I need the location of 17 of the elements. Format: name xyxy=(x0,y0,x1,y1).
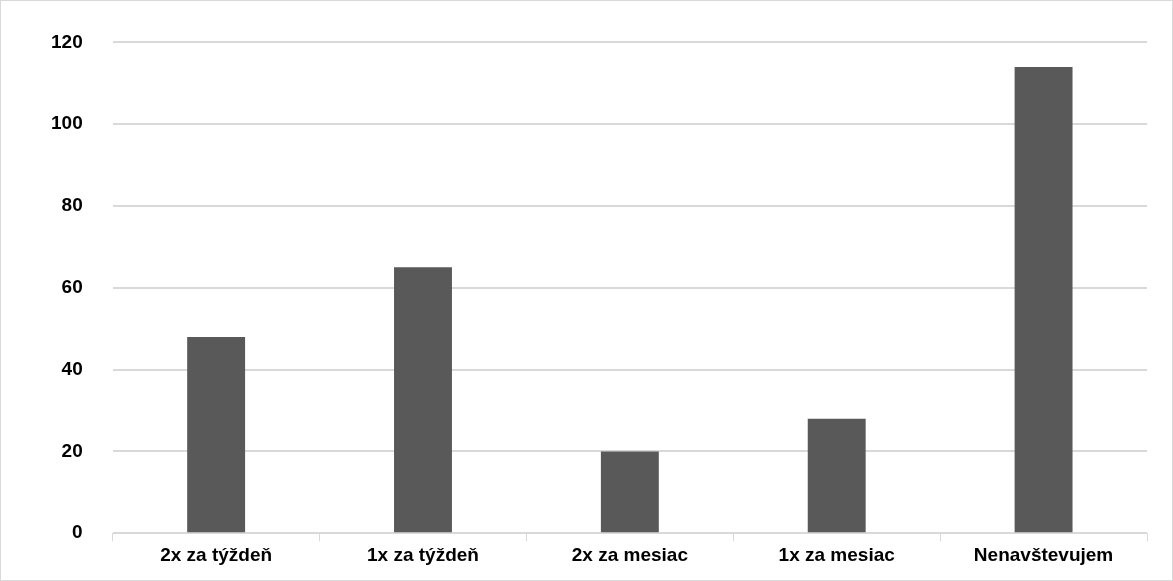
x-tick-label: 2x za týždeň xyxy=(160,543,273,565)
bar xyxy=(1014,66,1073,533)
x-tick-label: Nenavštevujem xyxy=(973,543,1114,565)
x-tick-label: 1x za týždeň xyxy=(367,543,479,565)
y-tick-label: 120 xyxy=(51,30,83,52)
y-tick-label: 100 xyxy=(51,112,83,134)
y-tick-label: 0 xyxy=(72,521,83,543)
bar xyxy=(394,267,452,533)
x-tick-label: 2x za mesiac xyxy=(571,543,689,565)
bar xyxy=(807,418,866,533)
y-tick-label: 20 xyxy=(61,439,83,461)
bar xyxy=(187,336,246,533)
y-tick-label: 60 xyxy=(61,276,83,298)
bar xyxy=(600,451,659,533)
x-tick-label: 1x za mesiac xyxy=(778,543,896,565)
y-tick-label: 80 xyxy=(61,194,83,216)
y-tick-label: 40 xyxy=(61,357,83,379)
